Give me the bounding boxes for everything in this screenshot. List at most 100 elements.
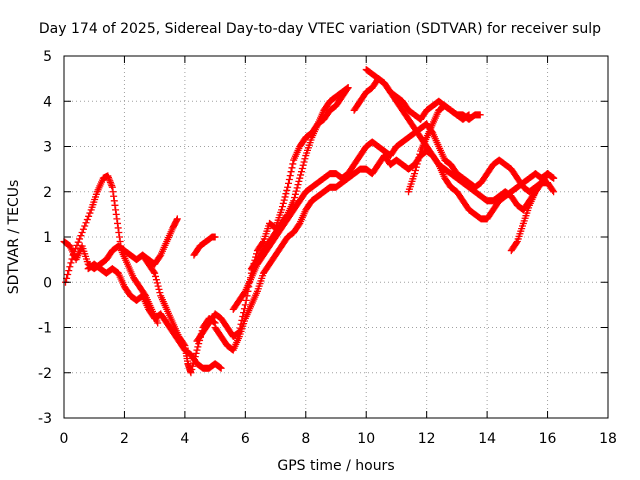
data-point: [289, 160, 297, 168]
data-point: [476, 111, 484, 119]
data-point: [278, 203, 286, 211]
series-track-11: [362, 66, 558, 214]
data-point: [180, 340, 188, 348]
data-point: [188, 366, 196, 374]
data-point: [344, 84, 352, 92]
data-point: [151, 269, 159, 277]
data-point: [79, 225, 87, 233]
data-point: [413, 160, 421, 168]
x-axis-label: GPS time / hours: [277, 458, 394, 474]
data-point: [190, 359, 198, 367]
data-point: [241, 301, 249, 309]
data-point: [297, 168, 305, 176]
data-point: [293, 184, 301, 192]
y-tick-label: 0: [43, 275, 52, 291]
data-point: [285, 179, 293, 187]
x-tick-label: 18: [599, 431, 617, 447]
data-point: [411, 166, 419, 174]
data-point: [550, 188, 558, 196]
data-point: [283, 186, 291, 194]
data-point: [152, 272, 160, 280]
y-axis-label: SDTVAR / TECUs: [6, 180, 22, 295]
y-tick-label: -3: [38, 411, 52, 427]
data-point: [414, 157, 422, 165]
data-point: [416, 150, 424, 158]
data-point: [412, 163, 420, 171]
data-point: [77, 232, 85, 240]
data-point: [291, 190, 299, 198]
x-tick-label: 16: [539, 431, 557, 447]
x-tick-label: 6: [241, 431, 250, 447]
data-point: [83, 216, 91, 224]
y-tick-label: 2: [43, 185, 52, 201]
y-tick-label: 4: [43, 94, 52, 110]
data-point: [286, 172, 294, 180]
data-point: [295, 177, 303, 185]
data-point: [550, 174, 558, 182]
data-point: [192, 349, 200, 357]
x-tick-label: 4: [180, 431, 189, 447]
data-point: [66, 263, 74, 271]
data-point: [549, 186, 557, 194]
data-point: [81, 222, 89, 230]
data-point: [279, 199, 287, 207]
series-track-6: [193, 84, 352, 345]
data-point: [287, 168, 295, 176]
data-point: [299, 161, 307, 169]
x-tick-label: 14: [478, 431, 496, 447]
series-track-5: [190, 233, 219, 259]
x-tick-label: 2: [120, 431, 129, 447]
data-point: [187, 369, 195, 377]
data-markers: [60, 66, 558, 377]
series-track-3: [84, 260, 225, 372]
data-point: [191, 353, 199, 361]
data-point: [415, 153, 423, 161]
data-point: [411, 170, 419, 178]
data-point: [193, 346, 201, 354]
data-point: [74, 238, 82, 246]
series-track-9: [247, 84, 352, 273]
data-point: [294, 181, 302, 189]
data-point: [154, 319, 162, 327]
data-point: [284, 183, 292, 191]
data-point: [280, 196, 288, 204]
chart-title: Day 174 of 2025, Sidereal Day-to-day VTE…: [39, 21, 601, 37]
data-point: [288, 164, 296, 172]
data-point: [153, 279, 161, 287]
data-point: [67, 259, 75, 267]
y-tick-label: 3: [43, 140, 52, 156]
data-point: [301, 155, 309, 163]
data-point: [150, 268, 158, 276]
x-tick-label: 10: [357, 431, 375, 447]
data-point: [300, 158, 308, 166]
data-point: [296, 174, 304, 182]
data-point: [285, 175, 293, 183]
data-point: [152, 276, 160, 284]
data-point: [297, 171, 305, 179]
y-tick-label: -2: [38, 366, 52, 382]
data-point: [278, 206, 286, 214]
data-point: [86, 209, 94, 217]
y-tick-label: 1: [43, 230, 52, 246]
data-point: [173, 215, 181, 223]
data-point: [189, 362, 197, 370]
series-track-12: [405, 102, 473, 196]
grid-lines: [64, 56, 608, 418]
data-point: [281, 193, 289, 201]
x-tick-label: 0: [60, 431, 69, 447]
data-point: [76, 235, 84, 243]
data-point: [292, 187, 300, 195]
x-tick-label: 12: [418, 431, 436, 447]
data-point: [156, 289, 164, 297]
data-point: [298, 164, 306, 172]
data-point: [155, 285, 163, 293]
data-point: [85, 212, 93, 220]
y-tick-label: -1: [38, 321, 52, 337]
data-point: [211, 233, 219, 241]
data-point: [190, 356, 198, 364]
data-point: [290, 197, 298, 205]
data-point: [512, 239, 520, 247]
data-point: [282, 190, 290, 198]
